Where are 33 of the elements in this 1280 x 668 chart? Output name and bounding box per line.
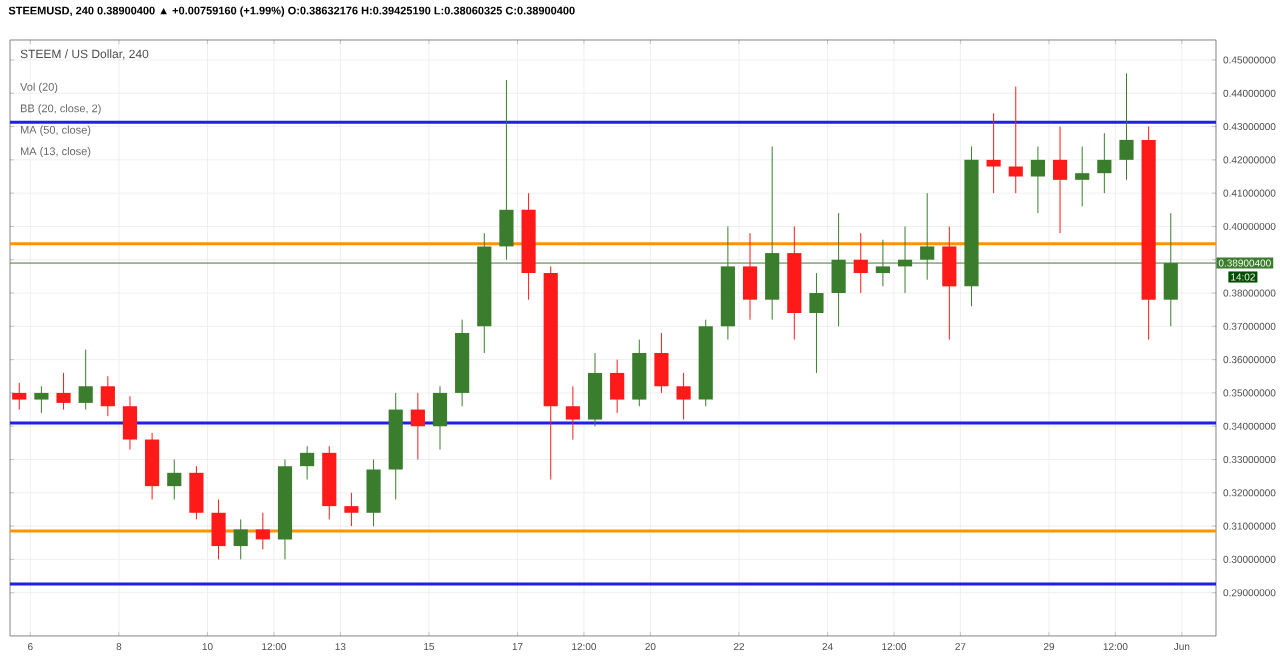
candlestick bbox=[122, 395, 138, 451]
candlestick bbox=[1052, 126, 1068, 234]
candlestick bbox=[410, 392, 425, 461]
candlestick bbox=[34, 385, 49, 414]
candlestick bbox=[654, 332, 669, 394]
candlestick bbox=[942, 225, 957, 341]
candlestick bbox=[1030, 146, 1045, 214]
candlestick bbox=[853, 232, 868, 294]
candlestick bbox=[167, 459, 182, 500]
candlestick bbox=[300, 445, 315, 480]
candlestick bbox=[189, 465, 204, 520]
candlestick bbox=[1075, 146, 1090, 207]
candlestick bbox=[565, 385, 580, 441]
candlestick bbox=[100, 375, 115, 417]
candlestick bbox=[145, 432, 160, 500]
candlestick bbox=[233, 518, 248, 560]
candlestick bbox=[809, 272, 824, 374]
candlestick bbox=[632, 339, 647, 407]
candlestick bbox=[1097, 132, 1112, 194]
candlestick bbox=[78, 349, 93, 411]
candlestick bbox=[12, 382, 27, 411]
candlestick bbox=[587, 352, 603, 427]
candlestick bbox=[1119, 72, 1134, 181]
candlestick bbox=[211, 498, 226, 560]
candlestick bbox=[344, 492, 359, 527]
candlestick bbox=[986, 112, 1001, 194]
candlestick bbox=[366, 459, 381, 527]
candlestick bbox=[56, 372, 71, 411]
candlestick bbox=[610, 359, 625, 414]
candlestick bbox=[432, 385, 448, 451]
candlestick bbox=[255, 512, 270, 550]
candlestick bbox=[742, 232, 758, 321]
candlestick bbox=[676, 372, 691, 421]
